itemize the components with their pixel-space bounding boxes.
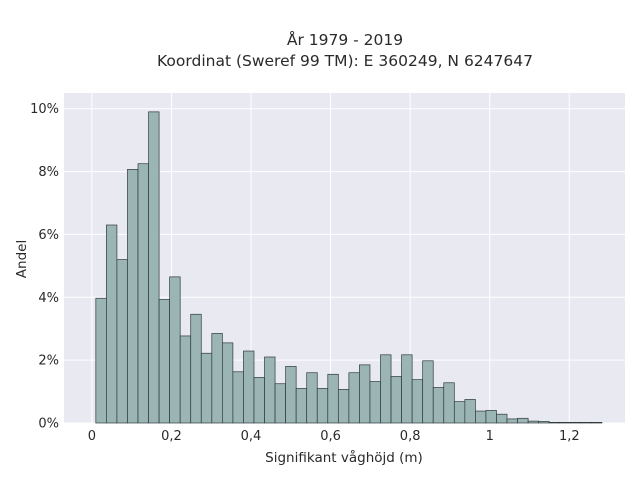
histogram-bar [190,313,202,424]
histogram-bar [148,111,160,424]
histogram-bar [527,420,540,424]
chart-title: År 1979 - 2019 [287,30,403,49]
histogram-bar [274,383,286,424]
chart-subtitle: Koordinat (Sweref 99 TM): E 360249, N 62… [157,52,533,70]
histogram-bar [348,372,360,424]
histogram-bar [538,421,550,424]
histogram-bar [443,382,455,424]
histogram-bar [137,163,149,424]
histogram-bar [179,335,192,424]
x-tick-label: 1,2 [559,429,580,444]
y-axis-ticks: 0% 2% 4% 6% 8% 10% [30,102,59,431]
histogram-bar [506,418,518,424]
y-tick-label: 10% [30,102,59,117]
histogram-bar [411,379,424,424]
histogram-bar [95,297,107,424]
x-axis-label: Signifikant våghöjd (m) [265,449,423,466]
histogram-bar [464,399,476,424]
x-tick-label: 0,2 [161,429,182,444]
histogram-bar [285,366,297,424]
histogram-bar [496,413,508,424]
x-tick-label: 1 [486,429,494,444]
x-axis-ticks: 0 0,2 0,4 0,6 0,8 1 1,2 [88,429,580,444]
histogram-bar [158,299,170,424]
histogram-bar [200,352,213,424]
histogram-bar [390,376,402,424]
y-tick-label: 8% [38,165,59,180]
histogram-bar [327,373,339,424]
y-tick-label: 0% [38,417,59,432]
histogram-bar [232,371,244,424]
histogram-bar [369,381,381,424]
histogram-bar [548,422,561,424]
histogram-bar [116,259,128,424]
histogram-bar [591,422,603,424]
histogram-bar [243,350,255,424]
histogram-bar [580,422,592,424]
histogram-bar [422,360,434,424]
histogram-bar [559,422,571,424]
histogram-bar [127,169,139,424]
histogram-bar [211,333,223,424]
histogram-bar [337,389,350,424]
y-tick-label: 6% [38,228,59,243]
histogram-bar [359,364,371,424]
histogram-bar [316,388,329,424]
histogram-bar [453,401,466,424]
x-tick-label: 0,8 [400,429,421,444]
histogram-bar [475,410,487,424]
x-tick-label: 0 [88,429,96,444]
histogram-bar [306,372,318,424]
histogram-bar [380,354,392,424]
histogram-bar [569,422,582,424]
histogram-bar [485,410,497,424]
y-tick-label: 4% [38,291,59,306]
histogram-bar [432,387,445,424]
histogram-bar [295,388,308,424]
x-tick-label: 0,4 [241,429,262,444]
histogram-bar [401,354,413,424]
y-axis-label: Andel [14,240,30,278]
y-tick-label: 2% [38,354,59,369]
histogram-bar [264,356,276,424]
histogram-bar [169,276,181,424]
histogram-bar [253,377,265,424]
histogram-bar [517,417,529,424]
histogram-bars [95,111,603,424]
histogram-bar [222,342,234,424]
histogram-bar [106,224,118,424]
x-tick-label: 0,6 [320,429,341,444]
